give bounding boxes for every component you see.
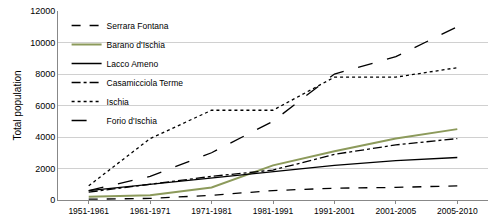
svg-text:Lacco Ameno: Lacco Ameno [107, 59, 159, 69]
svg-text:10000: 10000 [30, 38, 55, 48]
svg-text:2001-2005: 2001-2005 [376, 206, 417, 216]
svg-text:1951-1961: 1951-1961 [68, 206, 109, 216]
svg-text:2005-2010: 2005-2010 [437, 206, 478, 216]
svg-text:0: 0 [50, 195, 55, 205]
svg-text:Serrara Fontana: Serrara Fontana [107, 21, 169, 31]
svg-text:Forio d'Ischia: Forio d'Ischia [107, 116, 158, 126]
svg-text:2000: 2000 [35, 164, 55, 174]
svg-text:8000: 8000 [35, 69, 55, 79]
svg-text:1981-1991: 1981-1991 [253, 206, 294, 216]
svg-text:12000: 12000 [30, 6, 55, 16]
svg-text:Total population: Total population [12, 70, 23, 140]
svg-text:1991-2001: 1991-2001 [314, 206, 355, 216]
svg-text:6000: 6000 [35, 101, 55, 111]
svg-text:4000: 4000 [35, 132, 55, 142]
svg-text:Barano d'Ischia: Barano d'Ischia [107, 40, 166, 50]
svg-text:1971-1981: 1971-1981 [191, 206, 232, 216]
svg-text:Ischia: Ischia [107, 97, 129, 107]
svg-text:1961-1971: 1961-1971 [130, 206, 171, 216]
svg-text:Casamicciola Terme: Casamicciola Terme [107, 78, 184, 88]
